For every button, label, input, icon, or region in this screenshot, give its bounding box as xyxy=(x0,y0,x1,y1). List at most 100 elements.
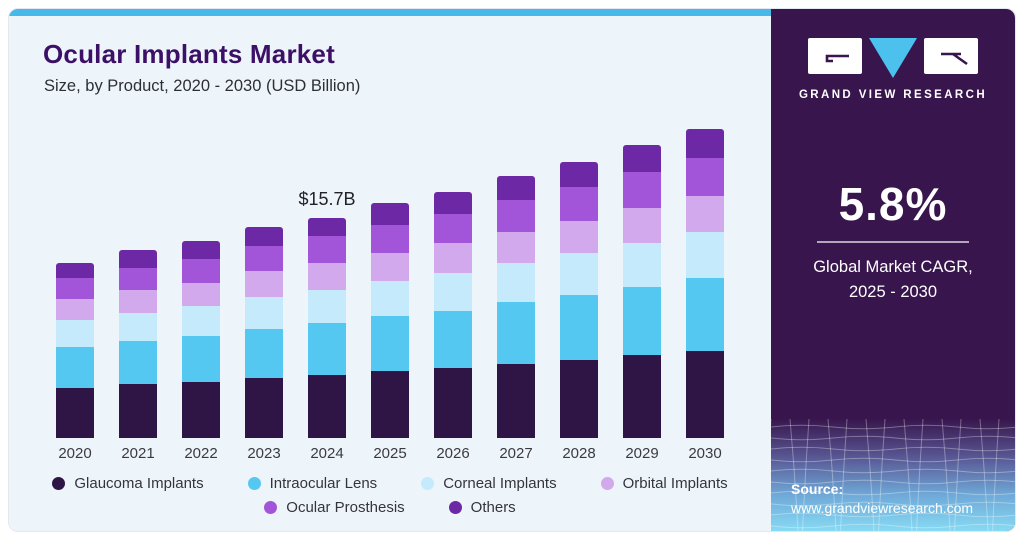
bar-segment-glaucoma-implants xyxy=(434,368,472,438)
cagr-label-line2: 2025 - 2030 xyxy=(848,282,938,301)
chart-area: 2020 2021 2022 2023 2024 $15.7B 2025 2026 2027 20… xyxy=(9,128,771,516)
x-axis-label: 2027 xyxy=(499,445,533,462)
bar-segment-glaucoma-implants xyxy=(623,355,661,438)
bar-segment-others xyxy=(308,218,346,237)
bar-segment-intraocular-lens xyxy=(623,286,661,356)
bar-segment-corneal-implants xyxy=(245,296,283,329)
x-axis-label: 2022 xyxy=(184,445,218,462)
bar-segment-orbital-implants xyxy=(560,221,598,254)
chart-card: Ocular Implants Market Size, by Product,… xyxy=(9,9,771,531)
x-axis-label: 2026 xyxy=(436,445,470,462)
bar-segment-glaucoma-implants xyxy=(119,384,157,438)
legend-label: Others xyxy=(470,499,516,516)
bar-segment-ocular-prosthesis xyxy=(119,267,157,291)
bar-segment-glaucoma-implants xyxy=(56,387,94,438)
bar-stack xyxy=(308,218,346,438)
bar-segment-corneal-implants xyxy=(497,263,535,303)
logo-v-icon xyxy=(869,38,917,78)
bar-segment-others xyxy=(560,162,598,188)
infographic-frame: Ocular Implants Market Size, by Product,… xyxy=(8,8,1016,532)
bar-segment-corneal-implants xyxy=(308,289,346,324)
legend-dot xyxy=(52,477,66,490)
bar-column-2022: 2022 xyxy=(182,240,220,463)
bar-segment-intraocular-lens xyxy=(434,310,472,368)
legend-label: Orbital Implants xyxy=(622,475,728,492)
bar-segment-intraocular-lens xyxy=(308,323,346,375)
bar-column-2021: 2021 xyxy=(119,250,157,463)
bar-segment-intraocular-lens xyxy=(560,295,598,360)
bar-segment-intraocular-lens xyxy=(245,328,283,378)
bar-stack xyxy=(686,128,724,438)
bars-row: 2020 2021 2022 2023 2024 $15.7B 2025 2026 2027 20… xyxy=(9,128,771,463)
x-axis-label: 2024 xyxy=(310,445,344,462)
bar-segment-corneal-implants xyxy=(182,306,220,336)
bar-column-2027: 2027 xyxy=(497,176,535,463)
bar-segment-corneal-implants xyxy=(560,253,598,296)
bar-segment-orbital-implants xyxy=(119,290,157,313)
legend-label: Ocular Prosthesis xyxy=(286,499,405,516)
bar-segment-glaucoma-implants xyxy=(371,370,409,438)
bar-segment-ocular-prosthesis xyxy=(308,236,346,264)
bar-segment-orbital-implants xyxy=(56,299,94,321)
legend-label: Glaucoma Implants xyxy=(74,475,204,492)
bar-stack xyxy=(497,176,535,438)
bar-stack xyxy=(182,240,220,438)
bar-segment-orbital-implants xyxy=(434,243,472,273)
value-annotation: $15.7B xyxy=(298,189,356,210)
legend-item: Others xyxy=(448,499,516,516)
bar-segment-others xyxy=(434,191,472,215)
bar-segment-others xyxy=(623,145,661,173)
bar-column-2023: 2023 xyxy=(245,226,283,463)
bar-segment-intraocular-lens xyxy=(686,278,724,352)
legend-dot xyxy=(448,501,462,514)
sidebar: GRAND VIEW RESEARCH 5.8% Global Market C… xyxy=(771,9,1015,531)
bar-segment-glaucoma-implants xyxy=(182,382,220,438)
bar-segment-glaucoma-implants xyxy=(308,375,346,438)
mesh-svg xyxy=(771,419,1015,531)
bar-segment-intraocular-lens xyxy=(497,302,535,364)
chart-legend: Glaucoma Implants Intraocular Lens Corneal… xyxy=(50,475,730,516)
legend-item: Intraocular Lens xyxy=(247,475,378,492)
cagr-divider xyxy=(817,241,969,243)
bar-stack xyxy=(623,145,661,438)
legend-label: Corneal Implants xyxy=(443,475,557,492)
bar-segment-corneal-implants xyxy=(56,320,94,348)
bar-segment-intraocular-lens xyxy=(182,335,220,382)
bar-stack xyxy=(245,226,283,438)
bar-segment-intraocular-lens xyxy=(119,340,157,385)
bar-segment-glaucoma-implants xyxy=(686,351,724,438)
cagr-block: 5.8% Global Market CAGR, 2025 - 2030 xyxy=(771,177,1015,305)
legend-item: Ocular Prosthesis xyxy=(264,499,405,516)
bar-segment-orbital-implants xyxy=(245,271,283,297)
bar-segment-orbital-implants xyxy=(686,195,724,233)
bar-segment-ocular-prosthesis xyxy=(623,172,661,209)
legend-dot xyxy=(247,477,261,490)
bar-segment-corneal-implants xyxy=(686,232,724,279)
logo-g-icon xyxy=(808,38,862,74)
source-url[interactable]: www.grandviewresearch.com xyxy=(791,500,974,516)
bar-column-2024: 2024 $15.7B xyxy=(298,189,355,463)
bar-segment-glaucoma-implants xyxy=(497,363,535,438)
cagr-label-line1: Global Market CAGR, xyxy=(813,258,973,276)
bar-column-2025: 2025 xyxy=(371,202,409,463)
x-axis-label: 2029 xyxy=(625,445,659,462)
bar-stack xyxy=(119,250,157,438)
bar-segment-ocular-prosthesis xyxy=(560,187,598,222)
x-axis-label: 2028 xyxy=(562,445,596,462)
bar-segment-orbital-implants xyxy=(371,253,409,282)
brand-name: GRAND VIEW RESEARCH xyxy=(798,89,988,101)
bar-column-2029: 2029 xyxy=(623,145,661,463)
bar-segment-orbital-implants xyxy=(623,208,661,244)
legend-label: Intraocular Lens xyxy=(269,475,378,492)
bar-column-2028: 2028 xyxy=(560,162,598,463)
bar-segment-corneal-implants xyxy=(434,272,472,311)
chart-header: Ocular Implants Market Size, by Product,… xyxy=(9,16,771,96)
bar-segment-others xyxy=(371,202,409,226)
x-axis-label: 2030 xyxy=(688,445,722,462)
bar-column-2020: 2020 xyxy=(56,263,94,463)
x-axis-label: 2021 xyxy=(121,445,155,462)
bar-stack xyxy=(56,263,94,438)
bar-segment-orbital-implants xyxy=(497,232,535,264)
mesh-gradient xyxy=(771,419,1015,531)
bar-stack xyxy=(371,202,409,438)
